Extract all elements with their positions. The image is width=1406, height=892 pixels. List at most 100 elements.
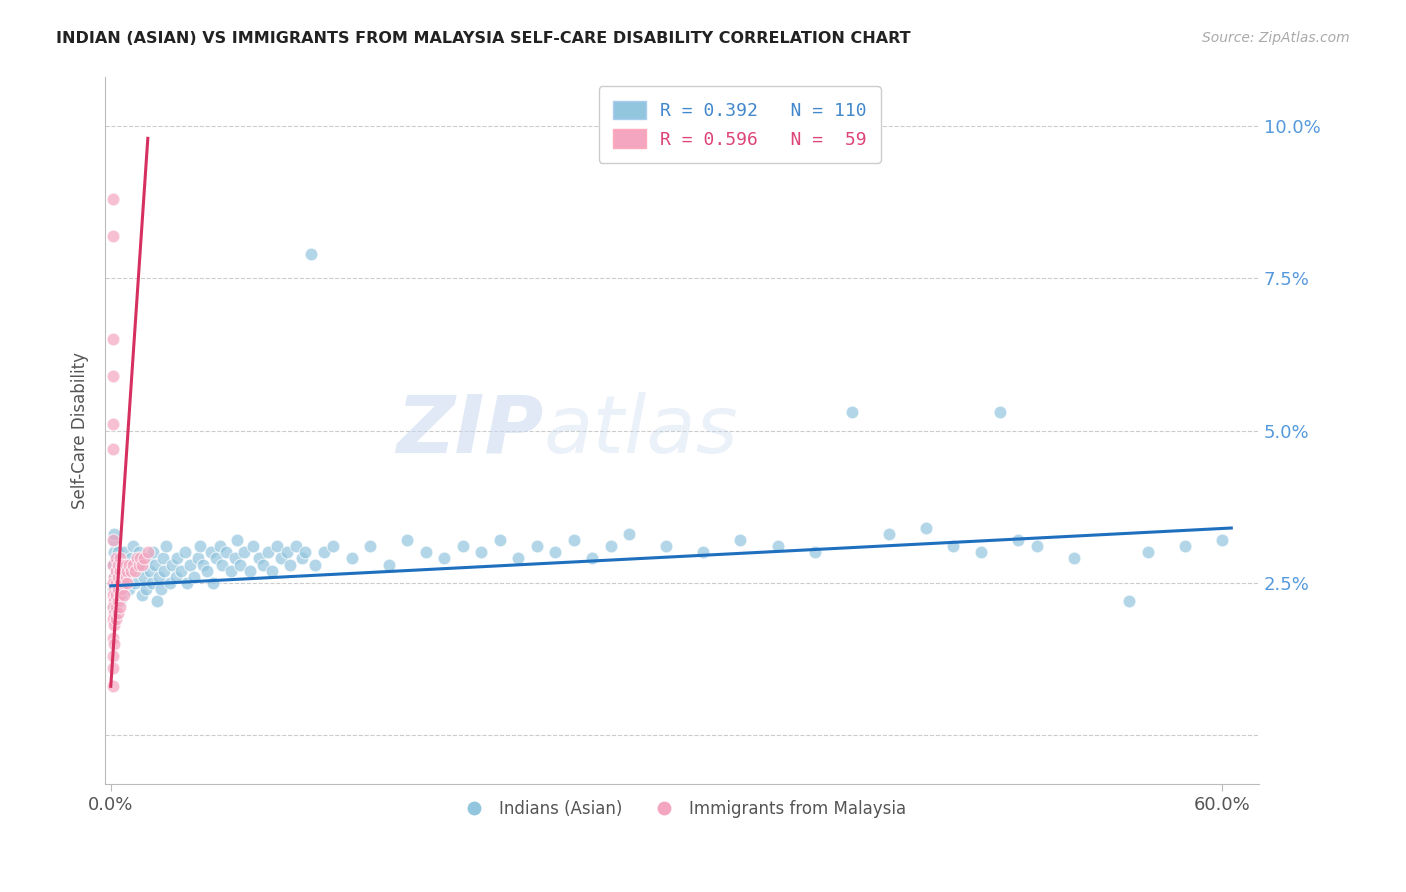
Point: [508, 551, 530, 566]
Point: [214, 545, 236, 559]
Point: [108, 564, 131, 578]
Point: [988, 405, 1011, 419]
Point: [111, 582, 134, 596]
Point: [114, 564, 136, 578]
Point: [970, 545, 993, 559]
Point: [153, 564, 176, 578]
Point: [942, 539, 965, 553]
Point: [108, 594, 131, 608]
Point: [101, 558, 124, 572]
Point: [138, 564, 160, 578]
Point: [285, 539, 308, 553]
Point: [105, 551, 128, 566]
Point: [136, 551, 159, 566]
Point: [211, 558, 233, 572]
Point: [252, 558, 274, 572]
Point: [101, 631, 124, 645]
Text: INDIAN (ASIAN) VS IMMIGRANTS FROM MALAYSIA SELF-CARE DISABILITY CORRELATION CHAR: INDIAN (ASIAN) VS IMMIGRANTS FROM MALAYS…: [56, 31, 911, 46]
Point: [101, 368, 124, 383]
Point: [730, 533, 752, 548]
Point: [1211, 533, 1233, 548]
Point: [128, 545, 150, 559]
Point: [1174, 539, 1197, 553]
Point: [132, 570, 155, 584]
Point: [103, 527, 125, 541]
Point: [170, 564, 193, 578]
Point: [359, 539, 381, 553]
Point: [108, 558, 131, 572]
Point: [132, 551, 155, 566]
Point: [183, 570, 205, 584]
Point: [112, 545, 135, 559]
Point: [101, 588, 124, 602]
Point: [107, 545, 129, 559]
Point: [107, 570, 129, 584]
Point: [122, 539, 145, 553]
Point: [124, 575, 146, 590]
Point: [107, 606, 129, 620]
Point: [101, 192, 124, 206]
Point: [205, 551, 228, 566]
Point: [544, 545, 567, 559]
Point: [108, 551, 131, 566]
Point: [103, 533, 125, 548]
Point: [108, 588, 131, 602]
Point: [105, 588, 128, 602]
Point: [1136, 545, 1159, 559]
Point: [103, 582, 125, 596]
Point: [1025, 539, 1047, 553]
Point: [225, 533, 247, 548]
Point: [160, 558, 183, 572]
Point: [247, 551, 270, 566]
Point: [270, 551, 292, 566]
Point: [107, 582, 129, 596]
Point: [122, 558, 145, 572]
Point: [129, 558, 152, 572]
Point: [107, 570, 129, 584]
Point: [266, 539, 288, 553]
Point: [103, 606, 125, 620]
Point: [280, 558, 302, 572]
Point: [112, 570, 135, 584]
Point: [103, 570, 125, 584]
Point: [107, 575, 129, 590]
Point: [304, 558, 326, 572]
Point: [841, 405, 863, 419]
Point: [377, 558, 399, 572]
Point: [655, 539, 678, 553]
Point: [124, 564, 146, 578]
Point: [1063, 551, 1085, 566]
Point: [294, 545, 316, 559]
Point: [111, 588, 134, 602]
Point: [103, 618, 125, 632]
Point: [209, 539, 232, 553]
Point: [101, 558, 124, 572]
Point: [117, 558, 139, 572]
Point: [131, 588, 153, 602]
Point: [173, 545, 195, 559]
Point: [117, 564, 139, 578]
Point: [1007, 533, 1029, 548]
Point: [136, 545, 159, 559]
Point: [112, 575, 135, 590]
Point: [692, 545, 714, 559]
Point: [101, 575, 124, 590]
Point: [118, 582, 141, 596]
Point: [118, 558, 141, 572]
Point: [101, 612, 124, 626]
Point: [101, 600, 124, 615]
Point: [433, 551, 456, 566]
Point: [135, 582, 157, 596]
Point: [120, 551, 142, 566]
Point: [114, 570, 136, 584]
Point: [101, 600, 124, 615]
Point: [562, 533, 585, 548]
Point: [219, 564, 242, 578]
Point: [103, 594, 125, 608]
Point: [187, 551, 209, 566]
Point: [201, 575, 224, 590]
Legend: Indians (Asian), Immigrants from Malaysia: Indians (Asian), Immigrants from Malaysi…: [451, 794, 914, 825]
Point: [107, 594, 129, 608]
Point: [112, 588, 135, 602]
Point: [470, 545, 492, 559]
